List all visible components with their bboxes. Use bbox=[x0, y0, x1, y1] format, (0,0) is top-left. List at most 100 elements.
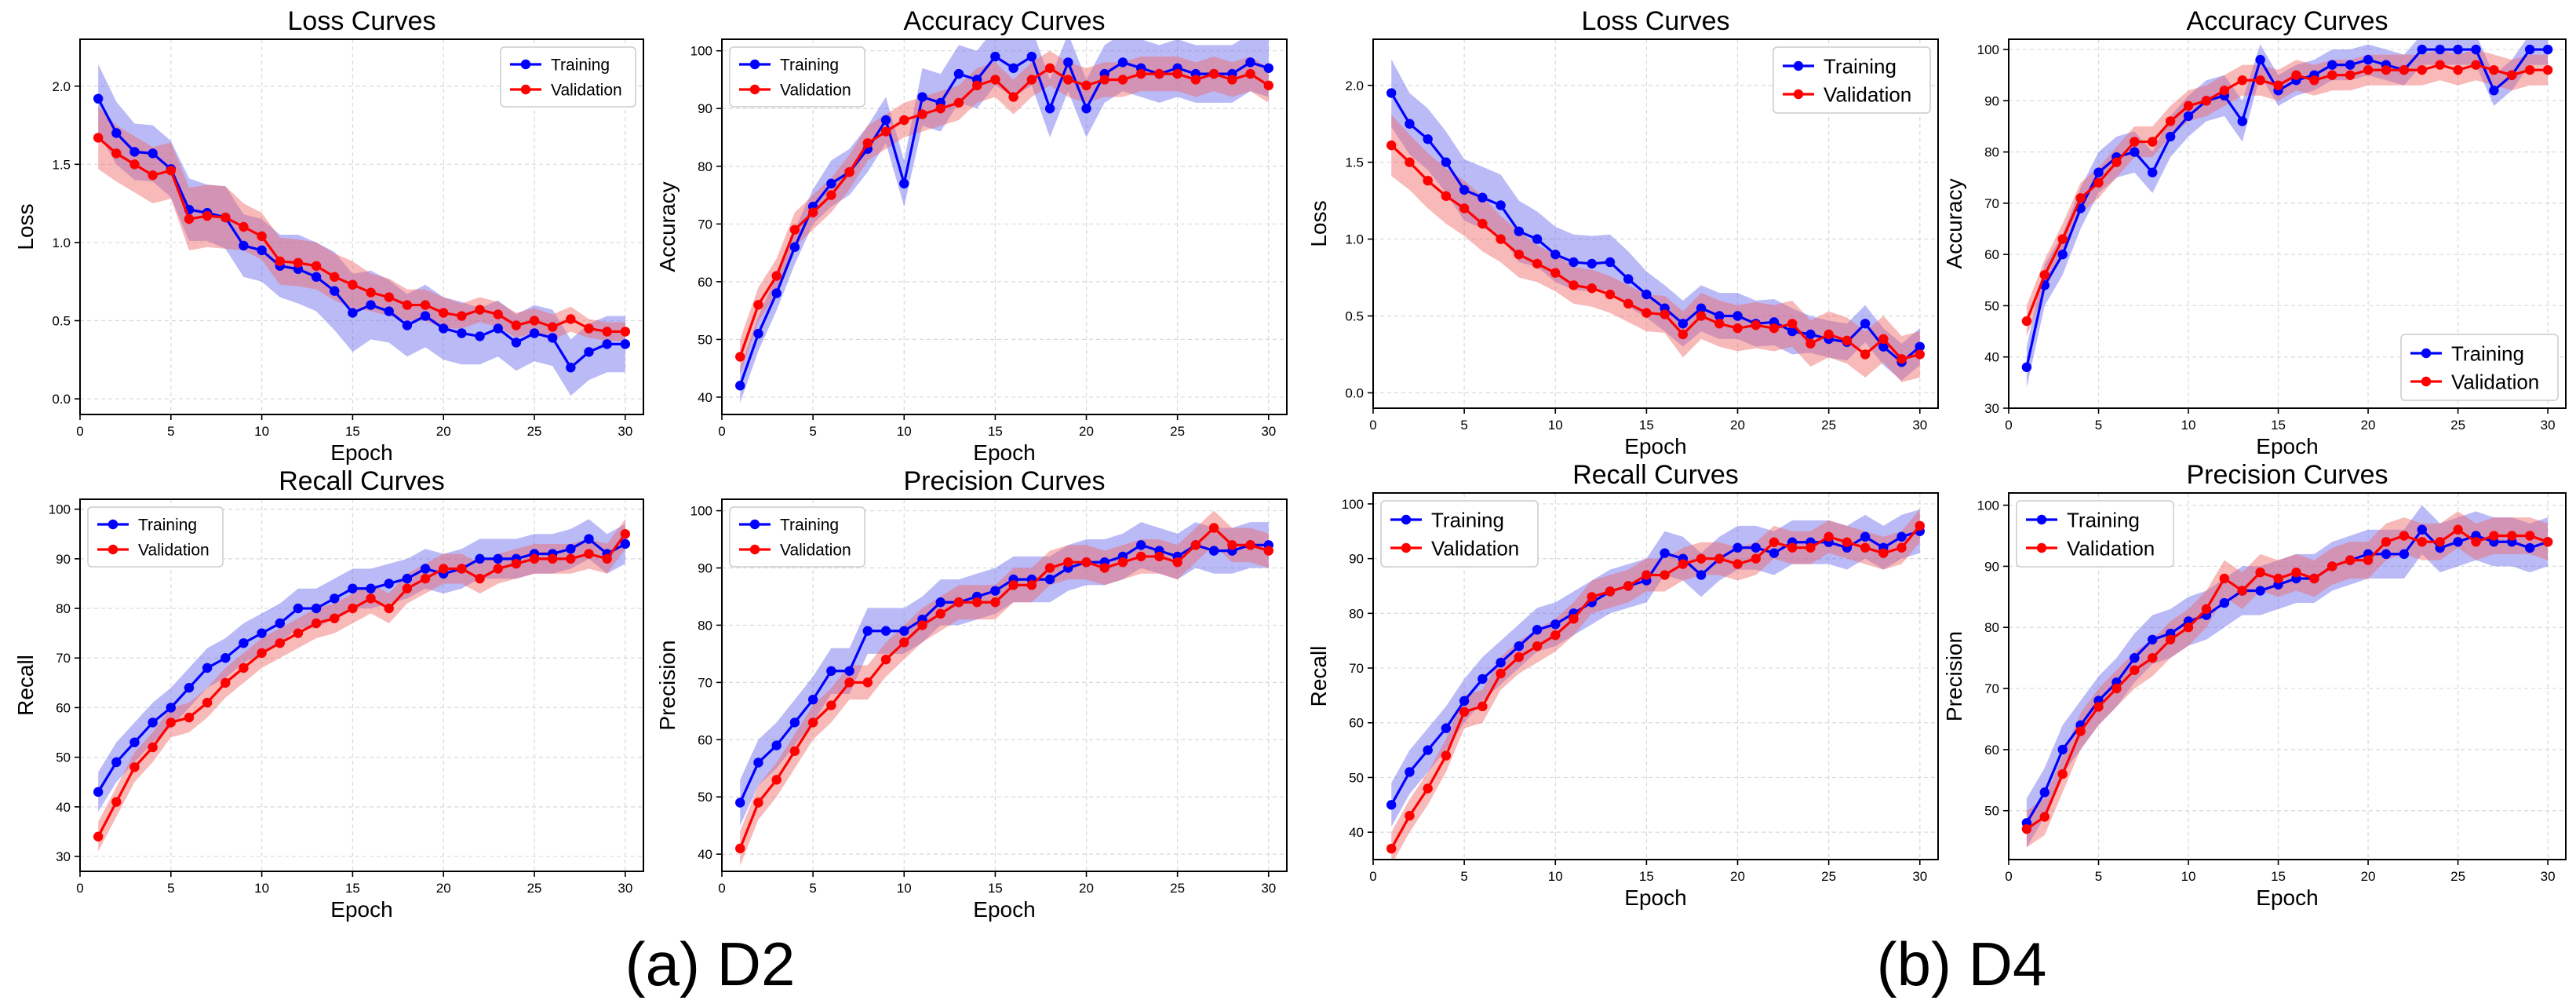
training-data-point bbox=[402, 320, 413, 330]
validation-data-point bbox=[566, 553, 576, 564]
training-data-point bbox=[239, 240, 249, 251]
training-data-point bbox=[1532, 625, 1543, 635]
validation-data-point bbox=[1405, 811, 1415, 821]
validation-data-point bbox=[917, 620, 927, 630]
training-data-point bbox=[511, 338, 522, 348]
validation-data-point bbox=[1514, 652, 1525, 663]
chart-panel-8: 0 5 10 15 20 25 30 50 60 70 80 90 100 Precision Curve… bbox=[1942, 460, 2567, 910]
validation-data-point bbox=[2148, 137, 2158, 147]
validation-data-point bbox=[1099, 563, 1109, 573]
validation-data-point bbox=[1386, 140, 1397, 151]
validation-data-point bbox=[2130, 137, 2140, 147]
validation-data-point bbox=[2273, 80, 2283, 90]
training-data-point bbox=[257, 628, 267, 638]
x-tick-label: 20 bbox=[1730, 869, 1745, 884]
validation-data-point bbox=[584, 549, 594, 559]
training-data-point bbox=[348, 583, 358, 593]
validation-data-point bbox=[1550, 630, 1561, 641]
x-tick-label: 0 bbox=[718, 424, 725, 439]
validation-data-point bbox=[2345, 555, 2356, 565]
x-axis-label: Epoch bbox=[2256, 434, 2318, 458]
training-data-point bbox=[311, 603, 322, 614]
validation-data-point bbox=[111, 797, 122, 807]
validation-data-point bbox=[202, 210, 213, 221]
validation-data-point bbox=[2507, 70, 2517, 80]
legend-training-marker bbox=[520, 59, 531, 70]
x-tick-label: 5 bbox=[167, 424, 174, 439]
training-data-point bbox=[275, 618, 285, 629]
y-tick-label: 50 bbox=[1349, 770, 1364, 785]
validation-data-point bbox=[475, 305, 485, 315]
legend-validation-label: Validation bbox=[1431, 536, 1519, 560]
validation-data-point bbox=[111, 148, 122, 159]
training-data-point bbox=[990, 51, 1000, 62]
validation-data-point bbox=[1496, 668, 1506, 679]
training-data-point bbox=[1660, 548, 1670, 558]
training-data-point bbox=[1569, 257, 1579, 268]
legend-training-marker bbox=[1793, 60, 1804, 71]
x-tick-label: 10 bbox=[1548, 418, 1563, 433]
validation-data-point bbox=[1459, 706, 1470, 717]
training-data-point bbox=[1208, 546, 1219, 556]
validation-data-point bbox=[220, 212, 231, 223]
training-data-point bbox=[826, 666, 836, 676]
training-data-point bbox=[493, 553, 503, 564]
y-axis-label: Accuracy bbox=[1942, 178, 1966, 268]
validation-data-point bbox=[971, 80, 982, 91]
training-data-point bbox=[184, 682, 195, 693]
x-tick-label: 10 bbox=[254, 424, 269, 439]
validation-data-point bbox=[93, 831, 104, 842]
x-tick-label: 20 bbox=[436, 881, 451, 896]
x-tick-label: 25 bbox=[1821, 869, 1836, 884]
validation-data-point bbox=[511, 320, 522, 330]
x-tick-label: 15 bbox=[1639, 418, 1654, 433]
x-tick-label: 30 bbox=[1261, 881, 1276, 896]
validation-data-point bbox=[2489, 531, 2499, 541]
validation-data-point bbox=[2093, 177, 2104, 188]
training-data-point bbox=[2524, 542, 2535, 553]
x-tick-label: 5 bbox=[2095, 869, 2102, 884]
legend-validation-marker bbox=[2036, 542, 2047, 553]
validation-data-point bbox=[1824, 531, 1834, 542]
legend: Training Validation bbox=[1380, 500, 1539, 568]
training-data-point bbox=[1135, 540, 1146, 550]
x-tick-label: 15 bbox=[345, 881, 360, 896]
training-data-point bbox=[2255, 586, 2265, 596]
validation-data-point bbox=[620, 529, 631, 539]
training-data-point bbox=[1405, 119, 1415, 129]
y-tick-label: 60 bbox=[698, 732, 712, 747]
y-tick-label: 70 bbox=[698, 217, 712, 232]
training-data-point bbox=[1477, 674, 1488, 685]
training-data-point bbox=[1587, 258, 1597, 269]
validation-data-point bbox=[2309, 75, 2319, 86]
y-tick-label: 90 bbox=[1349, 552, 1364, 567]
x-axis-label: Epoch bbox=[2256, 885, 2318, 910]
training-data-point bbox=[584, 347, 594, 357]
training-data-point bbox=[1117, 57, 1128, 68]
training-data-point bbox=[1550, 619, 1561, 630]
training-data-point bbox=[935, 597, 946, 608]
training-data-point bbox=[2363, 54, 2374, 65]
training-data-point bbox=[93, 787, 104, 798]
x-tick-label: 0 bbox=[718, 881, 725, 896]
validation-data-point bbox=[1008, 580, 1018, 590]
training-data-point bbox=[330, 593, 340, 604]
validation-data-point bbox=[2273, 573, 2283, 584]
training-data-point bbox=[2021, 362, 2032, 372]
validation-data-point bbox=[1896, 542, 1907, 553]
legend-validation-label: Validation bbox=[138, 542, 210, 560]
plot-area bbox=[1386, 509, 1925, 860]
validation-data-point bbox=[547, 322, 558, 332]
y-tick-label: 40 bbox=[1349, 825, 1364, 840]
y-tick-label: 100 bbox=[1977, 42, 1999, 57]
chart-panel-6: 0 5 10 15 20 25 30 40 50 60 70 80 90 100 Precision Cur… bbox=[655, 466, 1288, 922]
legend-box bbox=[729, 46, 865, 108]
validation-std-band bbox=[740, 50, 1269, 374]
y-tick-label: 60 bbox=[1349, 716, 1364, 731]
training-data-point bbox=[2219, 597, 2230, 608]
x-tick-label: 30 bbox=[1912, 418, 1927, 433]
y-tick-label: 70 bbox=[1984, 196, 1999, 211]
training-data-point bbox=[2093, 167, 2104, 177]
y-tick-label: 100 bbox=[690, 44, 712, 59]
